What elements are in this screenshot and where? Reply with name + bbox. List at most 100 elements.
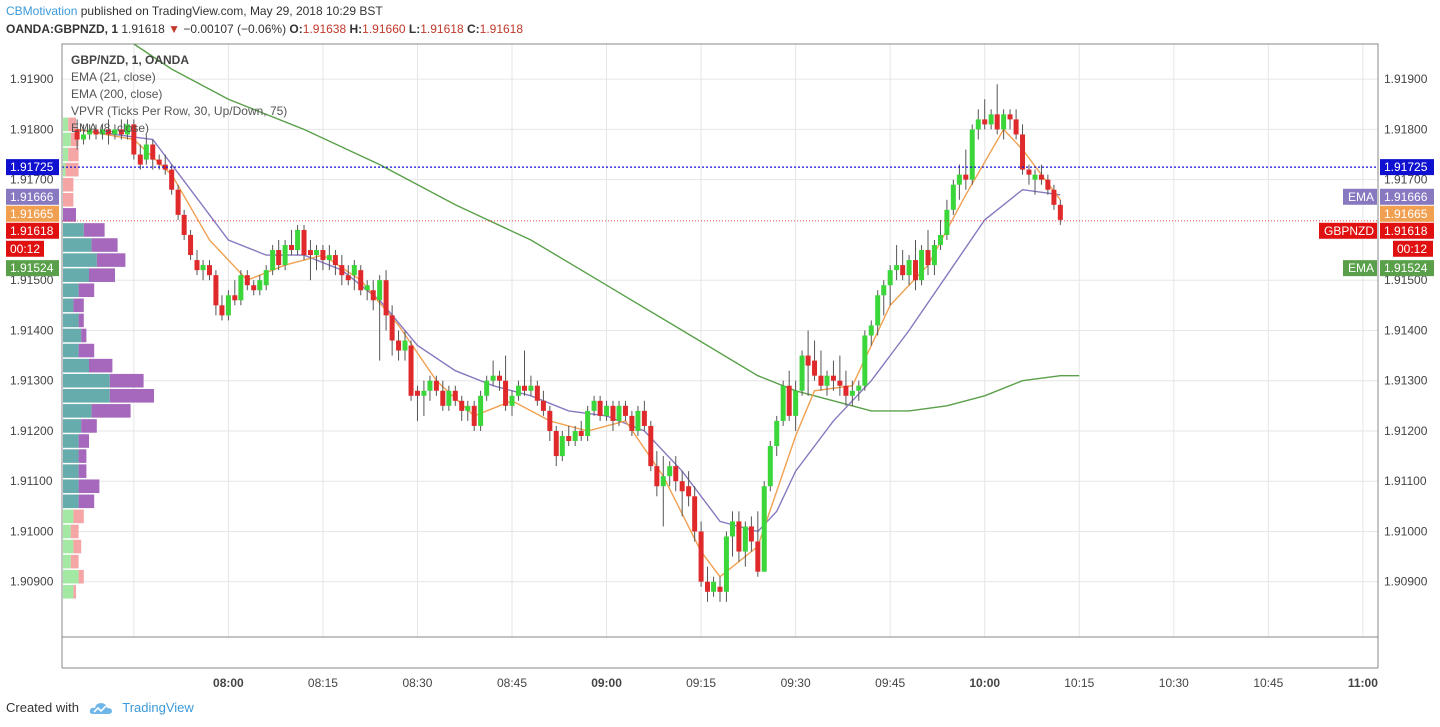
vpvr-down-bar bbox=[78, 569, 84, 584]
vpvr-down-bar bbox=[91, 404, 131, 418]
time-tick-label: 09:30 bbox=[781, 676, 811, 690]
down-arrow-icon: ▼ bbox=[168, 22, 180, 36]
countdown-badge bbox=[6, 240, 44, 257]
vpvr-up-bar bbox=[63, 419, 82, 433]
vpvr-up-bar bbox=[63, 373, 110, 388]
candle-up bbox=[112, 129, 118, 135]
vpvr-down-bar bbox=[78, 479, 100, 494]
candle-down bbox=[433, 380, 439, 391]
left-price-badge bbox=[6, 222, 59, 239]
candle-down bbox=[106, 129, 112, 135]
series-tag bbox=[1343, 260, 1377, 277]
right-tick-label: 1.91900 bbox=[1384, 72, 1428, 86]
legend-entry: EMA (8, close) bbox=[71, 121, 149, 135]
vpvr-up-bar bbox=[63, 298, 74, 313]
candle-down bbox=[597, 400, 603, 416]
left-tick-label: 1.91300 bbox=[10, 374, 54, 388]
candle-down bbox=[396, 340, 402, 351]
vpvr-up-bar bbox=[63, 404, 92, 418]
left-badge-label: 1.91665 bbox=[10, 207, 54, 221]
left-badge-label: 1.91725 bbox=[10, 160, 54, 174]
candle-down bbox=[748, 526, 754, 542]
candle-up bbox=[849, 390, 855, 396]
candle-up bbox=[238, 275, 244, 301]
left-tick-label: 1.91100 bbox=[10, 474, 53, 488]
chart-frame bbox=[61, 43, 1379, 669]
candle-down bbox=[1045, 179, 1051, 190]
ema200-layer bbox=[133, 43, 1080, 412]
candle-down bbox=[641, 410, 647, 426]
left-price-axis: 1.90900 1.91000 1.91100 1.91200 1.91300 1.914… bbox=[6, 72, 59, 589]
candle-up bbox=[919, 250, 925, 281]
candle-down bbox=[358, 270, 364, 291]
candle-up bbox=[484, 380, 490, 396]
left-tick-label: 1.91500 bbox=[10, 273, 54, 287]
candle-down bbox=[830, 375, 836, 381]
candle-up bbox=[988, 114, 994, 125]
candle-up bbox=[585, 410, 591, 436]
candle-down bbox=[156, 159, 162, 165]
candle-down bbox=[1013, 119, 1019, 135]
candle-up bbox=[528, 385, 534, 391]
vpvr-down-bar bbox=[73, 298, 84, 313]
series-tag bbox=[1343, 188, 1377, 205]
candle-down bbox=[244, 275, 250, 286]
right-price-badge bbox=[1380, 222, 1434, 239]
candle-down bbox=[705, 581, 711, 592]
candle-down bbox=[534, 385, 540, 401]
right-tick-label: 1.91100 bbox=[1384, 474, 1427, 488]
time-tick-label: 09:45 bbox=[875, 676, 905, 690]
candle-up bbox=[478, 395, 484, 426]
candle-up bbox=[465, 405, 471, 411]
indicator-legend: GBP/NZD, 1, OANDA EMA (21, close) EMA (200… bbox=[71, 53, 287, 135]
countdown-label: 00:12 bbox=[10, 242, 40, 256]
candle-down bbox=[900, 265, 906, 276]
candle-up bbox=[937, 234, 943, 246]
candle-down bbox=[332, 255, 338, 266]
candle-up bbox=[427, 380, 433, 391]
left-badge-label: 1.91618 bbox=[10, 224, 54, 238]
candle-down bbox=[1026, 169, 1032, 175]
vpvr-up-bar bbox=[63, 223, 84, 237]
candle-down bbox=[497, 375, 503, 381]
candle-up bbox=[87, 129, 93, 135]
ema200-line bbox=[133, 43, 1080, 412]
vpvr-up-bar bbox=[63, 509, 74, 524]
candle-up bbox=[326, 255, 332, 261]
low-value: 1.91618 bbox=[420, 22, 464, 36]
vpvr-down-bar bbox=[81, 419, 97, 433]
left-tick-label: 1.91000 bbox=[10, 524, 54, 538]
vpvr-down-bar bbox=[65, 162, 79, 177]
vpvr-down-bar bbox=[78, 283, 95, 298]
candle-down bbox=[755, 541, 761, 572]
candle-down bbox=[1020, 134, 1026, 170]
candle-down bbox=[289, 245, 295, 251]
candle-down bbox=[925, 250, 931, 266]
candle-up bbox=[143, 144, 149, 160]
left-price-badge bbox=[6, 188, 59, 205]
candle-up bbox=[270, 250, 276, 271]
left-tick-label: 1.91200 bbox=[10, 424, 54, 438]
candle-up bbox=[509, 395, 515, 406]
change-value: −0.00107 (−0.06%) bbox=[183, 22, 287, 36]
vpvr-down-bar bbox=[63, 193, 74, 207]
right-countdown-label: 00:12 bbox=[1397, 242, 1427, 256]
right-tick-label: 1.91200 bbox=[1384, 424, 1428, 438]
left-badge-label: 1.91524 bbox=[10, 261, 54, 275]
candle-down bbox=[805, 355, 811, 366]
candle-down bbox=[181, 214, 187, 235]
close-label: C: bbox=[466, 22, 480, 36]
candle-down bbox=[440, 390, 446, 406]
candle-down bbox=[521, 385, 527, 391]
candle-down bbox=[383, 280, 389, 316]
tradingview-link[interactable]: TradingView bbox=[122, 700, 194, 715]
candle-up bbox=[887, 270, 893, 286]
candle-down bbox=[175, 189, 181, 215]
right-tick-label: 1.91400 bbox=[1384, 323, 1428, 337]
candle-up bbox=[944, 209, 950, 235]
right-badge-label: 1.91524 bbox=[1384, 261, 1428, 275]
author-link[interactable]: CBMotivation bbox=[6, 4, 78, 18]
last-price: 1.91618 bbox=[121, 22, 165, 36]
time-tick-label: 11:00 bbox=[1348, 676, 1378, 690]
